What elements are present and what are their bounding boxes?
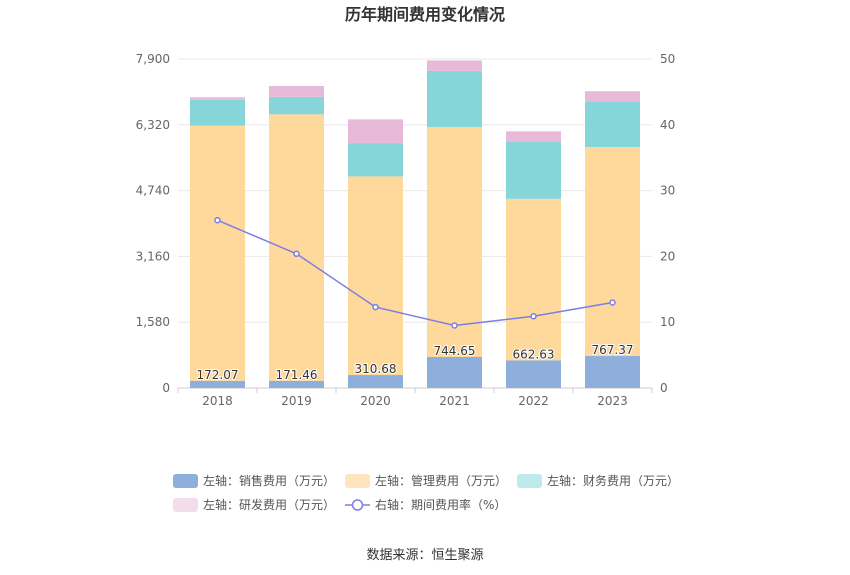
- bar-segment-0: [269, 380, 324, 388]
- bar-segment-1: [348, 176, 403, 376]
- rate-point: [609, 299, 616, 306]
- bar-segment-3: [348, 119, 403, 144]
- y-right-tick-label: 10: [660, 315, 675, 329]
- rate-point: [293, 250, 300, 258]
- chart-title: 历年期间费用变化情况: [345, 5, 505, 24]
- y-left-tick-label: 1,580: [136, 315, 170, 329]
- y-right-tick-label: 0: [660, 381, 668, 395]
- legend-item-label: 左轴：财务费用（万元）: [547, 473, 679, 488]
- rate-point: [451, 322, 458, 329]
- gridlines: [178, 58, 652, 389]
- axes: 0 1,580 3,160 4,740 6,320 7,900 0 10 20 30 40 50 201…: [136, 52, 676, 408]
- y-left-tick-label: 6,320: [136, 118, 170, 132]
- bar-segment-2: [348, 143, 403, 177]
- legend-item-label: 左轴：销售费用（万元）: [203, 473, 335, 488]
- y-left-tick-label: 3,160: [136, 249, 170, 263]
- legend-swatch-icon: [173, 498, 198, 512]
- bar-data-label: 744.65: [434, 344, 476, 358]
- bars: [190, 60, 640, 388]
- bar-segment-3: [190, 97, 245, 100]
- bar-data-label: 172.07: [197, 368, 239, 382]
- y-left-tick-label: 4,740: [136, 184, 170, 198]
- y-right-tick-label: 40: [660, 118, 675, 132]
- y-right-tick-label: 20: [660, 249, 675, 263]
- bar-data-label: 310.68: [355, 362, 397, 376]
- bar-segment-1: [269, 114, 324, 381]
- x-tick-label: 2021: [439, 394, 470, 408]
- bar-segment-2: [269, 96, 324, 115]
- y-left-tick-label: 0: [162, 381, 170, 395]
- bar-segment-3: [506, 131, 561, 142]
- bar-segment-3: [427, 60, 482, 71]
- bar-data-label: 767.37: [592, 343, 634, 357]
- x-tick-label: 2022: [518, 394, 549, 408]
- bar-segment-2: [506, 141, 561, 199]
- bar-segment-3: [585, 91, 640, 102]
- legend-item-label: 右轴：期间费用率（%）: [375, 497, 506, 512]
- bar-segment-0: [348, 375, 403, 388]
- bar-data-label: 171.46: [276, 368, 318, 382]
- line-series: [214, 216, 616, 329]
- y-right-tick-label: 50: [660, 52, 675, 66]
- data-labels: 172.07 171.46 310.68 744.65 662.63 767.37: [196, 342, 635, 383]
- legend-swatch-icon: [517, 474, 542, 488]
- rate-point: [372, 303, 379, 311]
- legend-item-label: 左轴：管理费用（万元）: [375, 473, 507, 488]
- x-tick-label: 2020: [360, 394, 391, 408]
- bar-segment-0: [506, 360, 561, 388]
- bar-segment-0: [190, 380, 245, 388]
- x-tick-label: 2023: [597, 394, 628, 408]
- bar-segment-0: [585, 356, 640, 388]
- x-tick-label: 2018: [202, 394, 233, 408]
- legend-item-label: 左轴：研发费用（万元）: [203, 497, 335, 512]
- bar-segment-3: [269, 86, 324, 97]
- bar-data-label: 662.63: [513, 347, 555, 361]
- bar-segment-0: [427, 356, 482, 388]
- bar-segment-1: [506, 198, 561, 361]
- legend-marker-icon: [351, 499, 364, 511]
- rate-point: [214, 216, 221, 224]
- rate-point: [530, 313, 537, 320]
- legend-swatch-icon: [345, 474, 370, 488]
- y-left-tick-label: 7,900: [136, 52, 170, 66]
- bar-segment-2: [190, 99, 245, 126]
- bar-segment-1: [190, 125, 245, 381]
- legend-swatch-icon: [173, 474, 198, 488]
- x-tick-label: 2019: [281, 394, 312, 408]
- data-source: 数据来源：恒生聚源: [366, 548, 483, 563]
- y-right-tick-label: 30: [660, 184, 675, 198]
- bar-segment-2: [427, 70, 482, 128]
- bar-segment-2: [585, 101, 640, 147]
- legend[interactable]: 左轴：销售费用（万元） 左轴：管理费用（万元） 左轴：财务费用（万元） 左轴：研发费用…: [173, 473, 679, 512]
- bar-segment-1: [585, 146, 640, 357]
- bar-segment-1: [427, 127, 482, 357]
- rate-line: [217, 219, 613, 327]
